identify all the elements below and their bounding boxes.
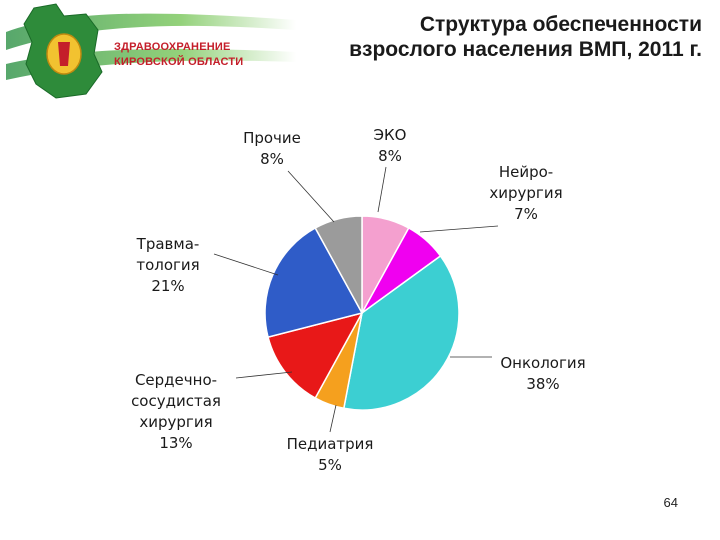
slice-label: Прочие 8% bbox=[243, 129, 301, 168]
logo-text: ЗДРАВООХРАНЕНИЕ КИРОВСКОЙ ОБЛАСТИ bbox=[114, 40, 249, 70]
page-number: 64 bbox=[663, 495, 678, 510]
slice-label: Нейро-хирургия 7% bbox=[489, 163, 562, 223]
slice-label: Педиатрия 5% bbox=[287, 435, 374, 474]
slice-label-line: Педиатрия bbox=[287, 435, 374, 453]
slice-labels: ЭКО 8% Нейро-хирургия 7% Онкология 38% Педиатр… bbox=[131, 126, 586, 474]
leader-line bbox=[287, 170, 335, 223]
pie-slices bbox=[264, 215, 460, 411]
slice-label-line: хирургия bbox=[489, 184, 562, 202]
logo-graphic bbox=[6, 3, 296, 99]
title-line-2: взрослого населения ВМП, 2011 г. bbox=[349, 38, 702, 61]
logo-line-1: ЗДРАВООХРАНЕНИЕ bbox=[114, 41, 231, 53]
pie-slice bbox=[264, 226, 364, 339]
slice-label-line: Прочие bbox=[243, 129, 301, 147]
slice-label-line: ЭКО bbox=[374, 126, 407, 144]
slice-label-line: Травма- bbox=[136, 235, 200, 253]
slice-label-line: 8% bbox=[260, 150, 284, 168]
slice-label: Сердечно-сосудистая хирургия 13% bbox=[131, 371, 221, 452]
slice-label-line: 38% bbox=[526, 375, 559, 393]
slice-label-line: хирургия bbox=[139, 413, 212, 431]
slice-label-line: тология bbox=[136, 256, 199, 274]
leader-line bbox=[213, 253, 279, 276]
slice-label-line: 21% bbox=[151, 277, 184, 295]
page-title: Структура обеспеченности взрослого насел… bbox=[282, 12, 702, 62]
slice-label: Онкология 38% bbox=[500, 354, 585, 393]
slice-label-line: Онкология bbox=[500, 354, 585, 372]
pie-slice bbox=[314, 215, 363, 314]
leader-line bbox=[329, 404, 337, 433]
slice-label-line: 13% bbox=[159, 434, 192, 452]
slice-label-line: 8% bbox=[378, 147, 402, 165]
leader-line bbox=[377, 166, 387, 213]
slice-label: Травма-тология 21% bbox=[136, 235, 200, 295]
emblem-icon bbox=[58, 42, 70, 66]
slice-label: ЭКО 8% bbox=[374, 126, 407, 165]
leader-line bbox=[419, 225, 499, 233]
slice-label-line: сосудистая bbox=[131, 392, 221, 410]
leader-line bbox=[235, 371, 293, 379]
slice-label-line: 5% bbox=[318, 456, 342, 474]
pie-slice bbox=[342, 254, 460, 411]
slice-label-line: Сердечно- bbox=[135, 371, 217, 389]
slice-label-line: Нейро- bbox=[499, 163, 553, 181]
logo: ЗДРАВООХРАНЕНИЕ КИРОВСКОЙ ОБЛАСТИ bbox=[6, 2, 296, 102]
title-line-1: Структура обеспеченности bbox=[419, 13, 702, 36]
slice-label-line: 7% bbox=[514, 205, 538, 223]
leader-lines bbox=[213, 166, 499, 433]
logo-line-2: КИРОВСКОЙ ОБЛАСТИ bbox=[114, 56, 244, 68]
